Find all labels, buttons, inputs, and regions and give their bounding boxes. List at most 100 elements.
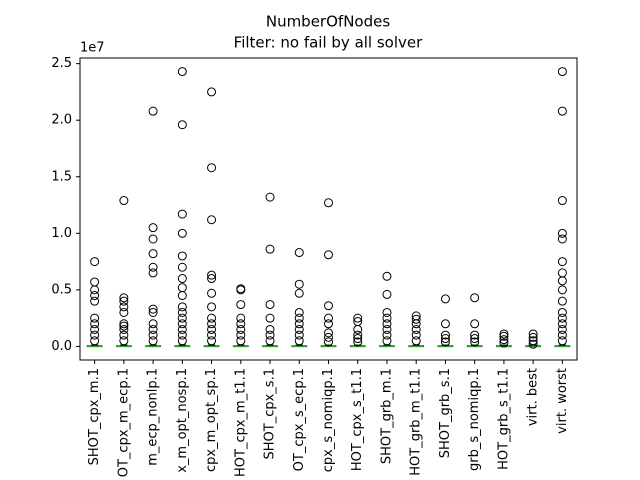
outlier [236,313,246,323]
outlier [177,313,187,323]
outlier [90,319,100,329]
outlier [470,293,480,303]
outlier [177,330,187,340]
outlier [499,331,509,341]
outlier [90,257,100,267]
outlier [557,67,567,77]
outlier [324,250,333,260]
y-tick-label: 2.5 [51,56,72,71]
outlier [294,336,304,346]
outlier [177,283,187,293]
outlier [411,336,421,346]
outlier [119,307,129,317]
outlier [499,335,509,345]
outlier [294,313,304,323]
outlier [119,324,129,334]
outlier [265,244,275,254]
outlier [440,319,450,329]
x-tick-label: x_m_opt_nosp.1 [175,368,190,473]
outlier [557,196,567,206]
outlier [90,324,100,334]
outlier [148,307,158,317]
outlier [411,319,421,329]
outlier [353,324,363,334]
outlier [207,324,217,334]
outlier [207,87,217,97]
outlier [90,313,100,323]
outlier [353,337,363,347]
outlier [148,268,158,278]
outlier [207,302,217,312]
outlier [148,262,158,272]
y-tick-label: 0.0 [51,339,72,354]
outlier [382,330,392,340]
outlier [440,330,450,340]
outlier [177,291,187,301]
x-tick-label: virt. best [526,368,541,426]
outlier [557,276,567,286]
outlier [294,288,304,298]
outlier [207,270,217,280]
outlier [265,324,275,334]
outlier [119,319,129,329]
outlier [440,337,450,347]
outlier [177,251,187,261]
x-tick-label: cpx_s_nomiqp.1 [321,368,336,472]
outlier [265,336,275,346]
outlier [528,336,538,346]
outlier [207,313,217,323]
outlier [177,324,187,334]
outlier [353,313,363,323]
outlier [236,324,246,334]
outlier [177,319,187,329]
outlier [265,300,275,310]
x-tick-label: SHOT_grb_m.1 [379,368,394,464]
outlier [148,234,158,244]
chart-title: NumberOfNodes [266,13,390,31]
outlier [177,274,187,284]
outlier [207,288,217,298]
outlier [324,198,333,208]
chart-subtitle: Filter: no fail by all solver [234,34,423,52]
outlier [119,296,129,306]
y-tick-label: 2.0 [51,113,72,128]
outlier [119,321,129,331]
outlier [382,336,392,346]
outlier [528,339,538,349]
outlier [148,324,158,334]
outlier [411,330,421,340]
outlier [411,314,421,324]
outlier [557,296,567,306]
outlier [470,330,480,340]
outlier [90,285,100,295]
outlier [353,334,363,344]
outlier [557,285,567,295]
outlier [353,330,363,340]
outlier [557,319,567,329]
outlier [382,307,392,317]
outlier [236,319,246,329]
outlier [177,67,187,77]
outlier [294,319,304,329]
outlier [148,106,158,116]
outlier [90,336,100,346]
outlier [90,291,100,301]
outlier [177,262,187,272]
outlier [294,324,304,334]
x-tick-label: SHOT_grb_s.1 [438,368,453,458]
outlier [177,228,187,238]
outlier [470,337,480,347]
outlier [324,328,333,338]
outlier [440,294,450,304]
outlier [440,334,450,344]
x-tick-label: OT_cpx_s_ecp.1 [292,368,307,471]
outlier [207,336,217,346]
outlier [236,285,246,295]
x-tick-label: m_ecp_nonlp.1 [146,368,161,466]
plot-frame [79,57,578,361]
x-tick-label: HOT_grb_s_t1.1 [496,368,511,470]
outlier [557,268,567,278]
outlier [557,106,567,116]
x-tick-label: grb_s_nomiqp.1 [467,368,482,471]
